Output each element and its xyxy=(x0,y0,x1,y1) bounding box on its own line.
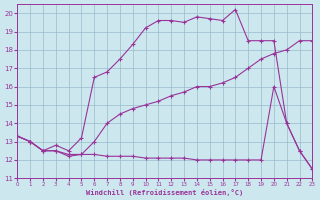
X-axis label: Windchill (Refroidissement éolien,°C): Windchill (Refroidissement éolien,°C) xyxy=(86,189,244,196)
